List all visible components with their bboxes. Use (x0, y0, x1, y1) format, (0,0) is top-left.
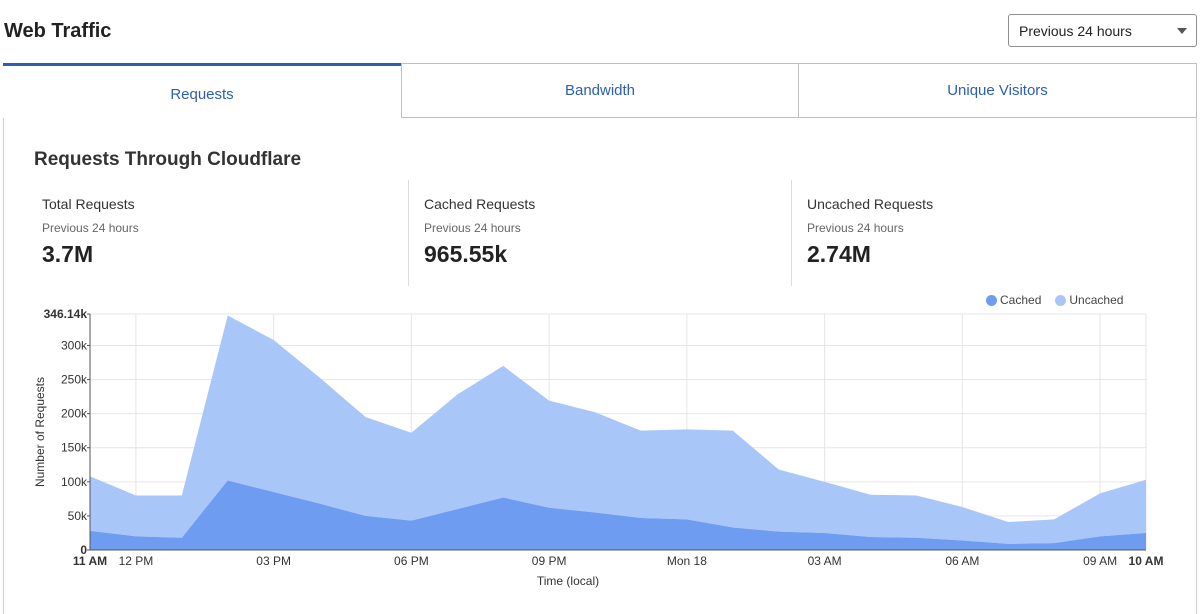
y-tick-label: 200k (61, 407, 88, 421)
stat-label: Uncached Requests (807, 196, 934, 212)
x-tick-label: 09 PM (532, 554, 567, 568)
y-tick-label: 0 (80, 543, 87, 557)
x-tick-label: 10 AM (1129, 554, 1164, 568)
x-tick-label: 09 AM (1083, 554, 1117, 568)
legend-item-cached[interactable]: Cached (986, 293, 1041, 307)
stat-label: Total Requests (42, 196, 135, 212)
page-title: Web Traffic (4, 20, 112, 42)
x-tick-label: 06 PM (394, 554, 429, 568)
y-tick-label: 100k (61, 475, 88, 489)
legend-dot-uncached (1055, 294, 1067, 306)
tab-bandwidth[interactable]: Bandwidth (401, 63, 799, 118)
chart-legend: Cached Uncached (986, 293, 1123, 307)
stat-period: Previous 24 hours (42, 221, 139, 235)
stat-period: Previous 24 hours (807, 221, 904, 235)
stat-uncached-requests: Uncached Requests Previous 24 hours 2.74… (807, 180, 1167, 286)
y-tick-label: 150k (61, 441, 88, 455)
y-tick-label: 250k (61, 373, 88, 387)
stat-period: Previous 24 hours (424, 221, 521, 235)
x-tick-label: 03 PM (256, 554, 291, 568)
legend-label: Cached (1000, 293, 1042, 307)
tab-unique-visitors[interactable]: Unique Visitors (798, 63, 1197, 118)
y-axis-label: Number of Requests (33, 377, 47, 487)
stat-total-requests: Total Requests Previous 24 hours 3.7M (42, 180, 402, 286)
x-tick-label: 03 AM (808, 554, 842, 568)
x-tick-label: 06 AM (945, 554, 979, 568)
legend-label: Uncached (1069, 293, 1124, 307)
legend-dot-cached (986, 294, 997, 306)
time-range-value: Previous 24 hours (1019, 23, 1132, 39)
stat-label: Cached Requests (424, 196, 536, 212)
x-tick-label: 11 AM (73, 554, 107, 568)
x-tick-label: 12 PM (119, 554, 154, 568)
section-title: Requests Through Cloudflare (34, 149, 302, 170)
stat-value: 2.74M (807, 241, 871, 267)
x-tick-label: Mon 18 (667, 554, 707, 568)
stat-divider (791, 180, 792, 286)
series-area-uncached (90, 315, 1146, 544)
stat-value: 965.55k (424, 241, 508, 267)
series-area-cached (90, 480, 1146, 550)
y-tick-label: 300k (61, 338, 88, 352)
x-axis-label: Time (local) (537, 574, 599, 588)
tab-requests[interactable]: Requests (3, 63, 401, 118)
stat-value: 3.7M (42, 241, 94, 267)
y-tick-label: 50k (68, 509, 88, 523)
time-range-select[interactable]: Previous 24 hours (1008, 14, 1197, 47)
y-tick-label: 346.14k (44, 307, 88, 321)
stat-divider (408, 180, 409, 286)
stat-cached-requests: Cached Requests Previous 24 hours 965.55… (424, 180, 784, 286)
chevron-down-icon (1177, 28, 1187, 34)
legend-item-uncached[interactable]: Uncached (1055, 293, 1123, 307)
